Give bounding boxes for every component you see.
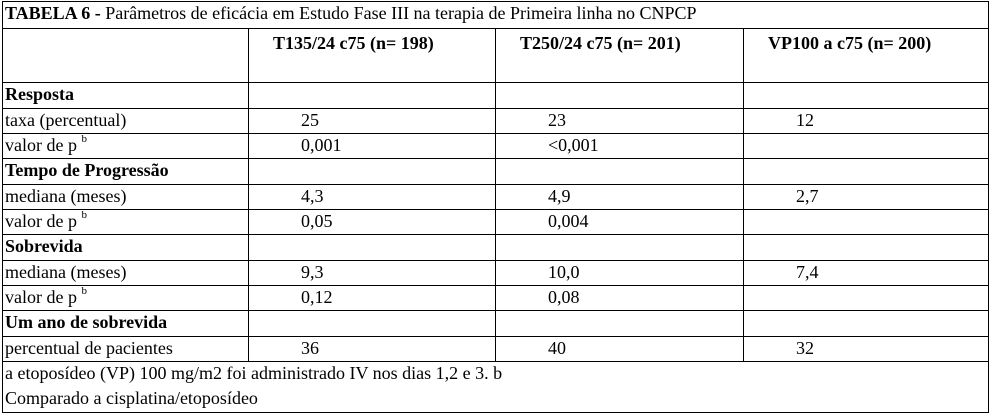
footnote: a etoposídeo (VP) 100 mg/m2 foi administ…	[1, 361, 990, 387]
value-cell: 10,0	[495, 260, 744, 286]
data-row: percentual de pacientes 36 40 32	[2, 336, 990, 362]
row-label-cell: percentual de pacientes	[2, 336, 249, 362]
data-row: valor de p b 0,001 <0,001	[2, 133, 990, 159]
row-label-cell: valor de p b	[2, 209, 249, 235]
value-cell: 0,001	[248, 133, 496, 159]
header-row: T135/24 c75 (n= 198) T250/24 c75 (n= 201)…	[2, 28, 990, 83]
empty-cell	[742, 209, 990, 235]
row-label: valor de p	[5, 135, 77, 155]
row-label-cell: valor de p b	[2, 133, 249, 159]
title-text: Parâmetros de eficácia em Estudo Fase II…	[105, 3, 697, 23]
footnote-mark: b	[81, 133, 87, 145]
section-row: Tempo de Progressão	[2, 158, 990, 185]
empty-cell	[742, 158, 990, 185]
value-cell: 36	[248, 336, 496, 362]
value-cell: 40	[495, 336, 744, 362]
data-row: valor de p b 0,05 0,004	[2, 209, 990, 235]
empty-cell	[742, 82, 990, 109]
empty-cell	[742, 285, 990, 311]
data-row: valor de p b 0,12 0,08	[2, 285, 990, 311]
value-cell: 0,05	[248, 209, 496, 235]
section-title: Sobrevida	[2, 234, 249, 261]
title-label: TABELA 6 -	[5, 3, 101, 23]
row-label: percentual de pacientes	[5, 338, 173, 358]
empty-cell	[248, 234, 496, 261]
footnote-mark: b	[81, 209, 87, 221]
empty-cell	[248, 158, 496, 185]
section-title: Um ano de sobrevida	[2, 310, 249, 337]
row-label: mediana (meses)	[5, 262, 127, 282]
value-cell: 25	[248, 108, 496, 134]
section-title: Tempo de Progressão	[2, 158, 249, 185]
empty-cell	[495, 310, 744, 337]
header-cell	[2, 28, 249, 83]
empty-cell	[495, 234, 744, 261]
value-cell: 12	[742, 108, 990, 134]
value-cell: 32	[742, 336, 990, 362]
row-label: mediana (meses)	[5, 186, 127, 206]
value-cell: 4,9	[495, 184, 744, 210]
value-cell: <0,001	[495, 133, 744, 159]
section-row: Sobrevida	[2, 234, 990, 261]
row-label: valor de p	[5, 287, 77, 307]
column-header: T250/24 c75 (n= 201)	[495, 28, 744, 83]
column-header: T135/24 c75 (n= 198)	[248, 28, 496, 83]
section-title: Resposta	[2, 82, 249, 109]
footnote-row: a etoposídeo (VP) 100 mg/m2 foi administ…	[1, 361, 990, 387]
empty-cell	[742, 310, 990, 337]
footnote: Comparado a cisplatina/etoposídeo	[1, 387, 990, 413]
empty-cell	[248, 82, 496, 109]
row-label: taxa (percentual)	[5, 110, 127, 130]
section-row: Resposta	[2, 82, 990, 109]
value-cell: 4,3	[248, 184, 496, 210]
section-row: Um ano de sobrevida	[2, 310, 990, 337]
value-cell: 7,4	[742, 260, 990, 286]
table-title: TABELA 6 - Parâmetros de eficácia em Est…	[1, 1, 990, 29]
title-row: TABELA 6 - Parâmetros de eficácia em Est…	[1, 1, 990, 29]
footnote-row: Comparado a cisplatina/etoposídeo	[1, 387, 990, 413]
row-label-cell: valor de p b	[2, 285, 249, 311]
value-cell: 0,08	[495, 285, 744, 311]
value-cell: 0,12	[248, 285, 496, 311]
data-row: mediana (meses) 9,3 10,0 7,4	[2, 260, 990, 286]
footnote-mark: b	[81, 285, 87, 297]
row-label-cell: mediana (meses)	[2, 260, 249, 286]
empty-cell	[248, 310, 496, 337]
column-header: VP100 a c75 (n= 200)	[742, 28, 990, 83]
value-cell: 2,7	[742, 184, 990, 210]
row-label-cell: taxa (percentual)	[2, 108, 249, 134]
data-row: mediana (meses) 4,3 4,9 2,7	[2, 184, 990, 210]
value-cell: 9,3	[248, 260, 496, 286]
row-label: valor de p	[5, 211, 77, 231]
empty-cell	[495, 82, 744, 109]
empty-cell	[742, 234, 990, 261]
value-cell: 0,004	[495, 209, 744, 235]
row-label-cell: mediana (meses)	[2, 184, 249, 210]
data-row: taxa (percentual) 25 23 12	[2, 108, 990, 134]
empty-cell	[495, 158, 744, 185]
value-cell: 23	[495, 108, 744, 134]
empty-cell	[742, 133, 990, 159]
